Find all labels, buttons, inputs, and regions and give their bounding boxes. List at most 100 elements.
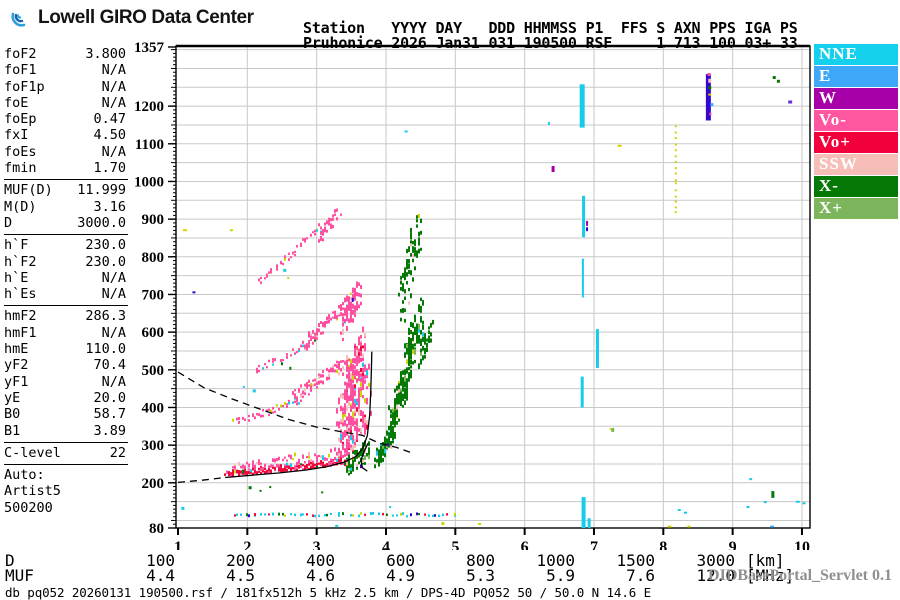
echo-f-spread-columns	[348, 428, 350, 432]
echo-hop3-columns	[348, 318, 350, 323]
echo-f-trace-core	[312, 463, 314, 467]
echo-es-layer-row	[234, 514, 236, 517]
param-value: 58.7	[93, 406, 126, 423]
echo-x-spur-right	[422, 336, 424, 342]
echo-f-spread-columns	[342, 414, 344, 419]
echo-f-spread-columns	[340, 433, 342, 440]
echo-hop2-dense	[338, 361, 340, 365]
echo-hop3-dense	[328, 319, 330, 324]
echo-f-trace-core	[332, 461, 334, 465]
echo-f-spread-columns	[366, 368, 368, 372]
distance-row: D [km] 100 200 400 600 800 1000 1500 3000	[0, 551, 900, 570]
echo-f-trace-core	[306, 465, 308, 469]
echo-hop3-columns	[342, 313, 344, 317]
echo-hop2-dense	[314, 383, 316, 386]
echo-hop3-columns	[350, 310, 352, 315]
echo-f-trace-core	[332, 460, 334, 464]
echo-x-trace-low	[392, 439, 394, 444]
echo-point	[708, 78, 712, 83]
echo-f-trace-fringe	[316, 455, 318, 460]
y-axis-tick-label: 1000	[134, 174, 164, 190]
echo-f-trace-core	[278, 466, 280, 470]
giro-logo: Lowell GIRO Data Center	[8, 5, 254, 31]
echo-x-trace-mid	[392, 417, 394, 422]
echo-x-trace-high	[410, 330, 412, 335]
echo-x-start-mixed	[346, 461, 348, 466]
param-value: 22	[109, 444, 126, 461]
dmuf-value: 4.4	[146, 566, 175, 585]
echo-point	[321, 491, 324, 494]
param-value: 230.0	[85, 237, 126, 254]
echo-x-trace-top	[406, 264, 408, 270]
echo-hop3-columns	[344, 318, 346, 323]
echo-f-spread-columns	[352, 394, 354, 400]
echo-x-trace-mid	[390, 421, 392, 426]
echo-hop2-columns	[350, 379, 352, 383]
echo-f-trace-fringe	[272, 464, 274, 468]
station-header-block: Station YYYY DAY DDD HHMMSS P1 FFS S AXN…	[303, 19, 798, 52]
echo-f-trace-core	[232, 472, 234, 475]
dmuf-value: 800	[466, 551, 495, 570]
echo-f-spread-columns	[340, 408, 342, 412]
echo-hop3-dense	[314, 332, 316, 336]
echo-hop4-top	[324, 222, 326, 226]
echo-f-spread-columns	[346, 439, 348, 444]
echo-hop3-dense	[348, 301, 350, 306]
echo-hop3-columns	[346, 325, 348, 331]
echo-x-trace-high	[422, 324, 424, 330]
echo-f-spread-columns	[346, 405, 348, 411]
echo-hop2-sparse	[242, 417, 244, 420]
echo-x-trace-top	[412, 248, 414, 253]
echo-x-trace-mid	[406, 395, 408, 401]
param-label: D	[4, 214, 13, 231]
echo-es-layer-row	[360, 512, 362, 515]
echo-x-trace-mid	[398, 398, 400, 405]
echo-hop2-sparse	[252, 413, 254, 416]
echo-hop3-columns	[354, 308, 356, 313]
echo-es-layer-row	[290, 513, 292, 516]
echo-f-spread-columns	[352, 411, 354, 418]
echo-hop2-dense	[340, 368, 342, 372]
echo-hop2-sparse	[248, 414, 250, 418]
echo-x-trace-mid	[400, 379, 402, 383]
echo-hop2-dense	[306, 383, 308, 388]
echo-f-trace-fringe	[316, 458, 318, 462]
echo-hop4	[258, 278, 260, 282]
echo-f-trace-fringe	[306, 456, 308, 459]
echo-f-trace-fringe	[252, 460, 254, 464]
echo-x-trace-mid	[392, 430, 394, 437]
echo-hop4	[282, 262, 284, 266]
echo-x-start-mixed	[366, 452, 368, 457]
echo-x-trace-mid	[400, 402, 402, 407]
echo-hop3-columns	[358, 293, 360, 297]
echo-x-trace-top	[406, 272, 408, 277]
echo-hop3-columns	[354, 287, 356, 293]
echo-hop4	[266, 274, 268, 278]
servlet-watermark: DIDBasePortal_Servlet 0.1	[708, 567, 892, 584]
echo-f-trace-core	[238, 469, 240, 474]
dmuf-value: 600	[386, 551, 415, 570]
echo-hop3-sparse	[296, 350, 298, 354]
echo-x-trace-low	[374, 464, 376, 469]
echo-f-spread-columns	[352, 420, 354, 427]
echo-f-trace-fringe	[322, 457, 324, 461]
echo-point	[708, 86, 712, 90]
echo-x-trace-top	[408, 263, 410, 269]
echo-hop2-dense	[328, 373, 330, 378]
echo-hop2-sparse	[296, 400, 298, 403]
dmuf-value: 3000	[696, 551, 735, 570]
echo-f-trace-fringe	[302, 456, 304, 459]
echo-f-trace-core	[286, 464, 288, 468]
echo-x-start-mixed	[348, 459, 350, 463]
echo-hop2-columns	[348, 397, 350, 402]
echo-point	[280, 362, 283, 366]
echo-f-trace-core	[320, 463, 322, 467]
echo-hop4-top	[322, 238, 324, 242]
echo-hop3-dense	[328, 314, 330, 318]
echo-dotted-column	[674, 125, 677, 128]
echo-f-spread-columns	[364, 379, 366, 384]
echo-x-trace-top	[400, 276, 402, 280]
echo-x-start-mixed	[348, 472, 350, 476]
echo-f-spread-columns	[342, 444, 344, 450]
echo-hop3-dense	[308, 340, 310, 345]
